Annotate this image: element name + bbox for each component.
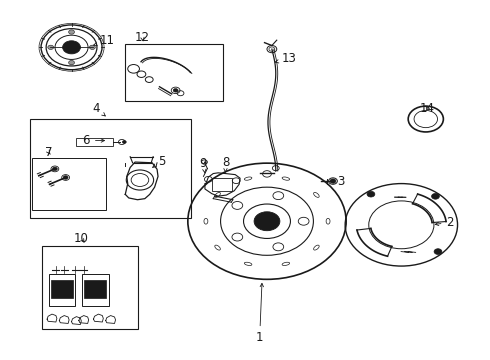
Text: 14: 14: [420, 102, 435, 115]
Text: 5: 5: [153, 155, 166, 168]
Bar: [76, 138, 113, 146]
Circle shape: [254, 212, 280, 231]
Circle shape: [434, 249, 442, 255]
Text: 2: 2: [435, 216, 454, 229]
Circle shape: [63, 176, 68, 179]
Circle shape: [330, 179, 336, 183]
Bar: [82, 274, 109, 306]
Bar: [32, 158, 106, 211]
Text: 9: 9: [200, 157, 207, 173]
Circle shape: [90, 45, 96, 49]
Text: 8: 8: [222, 156, 229, 172]
Text: 13: 13: [275, 52, 296, 65]
Bar: [51, 280, 73, 298]
Bar: [212, 178, 232, 192]
Text: 6: 6: [82, 134, 104, 147]
Circle shape: [52, 167, 57, 171]
Text: 4: 4: [92, 102, 105, 116]
Bar: [30, 119, 191, 218]
Text: 1: 1: [256, 283, 264, 344]
Text: 7: 7: [45, 145, 52, 158]
Text: 10: 10: [74, 231, 89, 244]
Bar: [84, 280, 106, 298]
Circle shape: [432, 193, 440, 199]
Text: 11: 11: [94, 34, 115, 48]
Bar: [125, 44, 223, 101]
Circle shape: [69, 60, 74, 65]
Circle shape: [63, 41, 80, 54]
Circle shape: [48, 45, 53, 49]
Bar: [49, 274, 75, 306]
Circle shape: [367, 191, 375, 197]
Circle shape: [173, 89, 178, 92]
Text: 12: 12: [135, 31, 150, 44]
Bar: [42, 246, 138, 329]
Circle shape: [122, 140, 126, 143]
Circle shape: [69, 30, 74, 34]
Text: 3: 3: [331, 175, 344, 188]
